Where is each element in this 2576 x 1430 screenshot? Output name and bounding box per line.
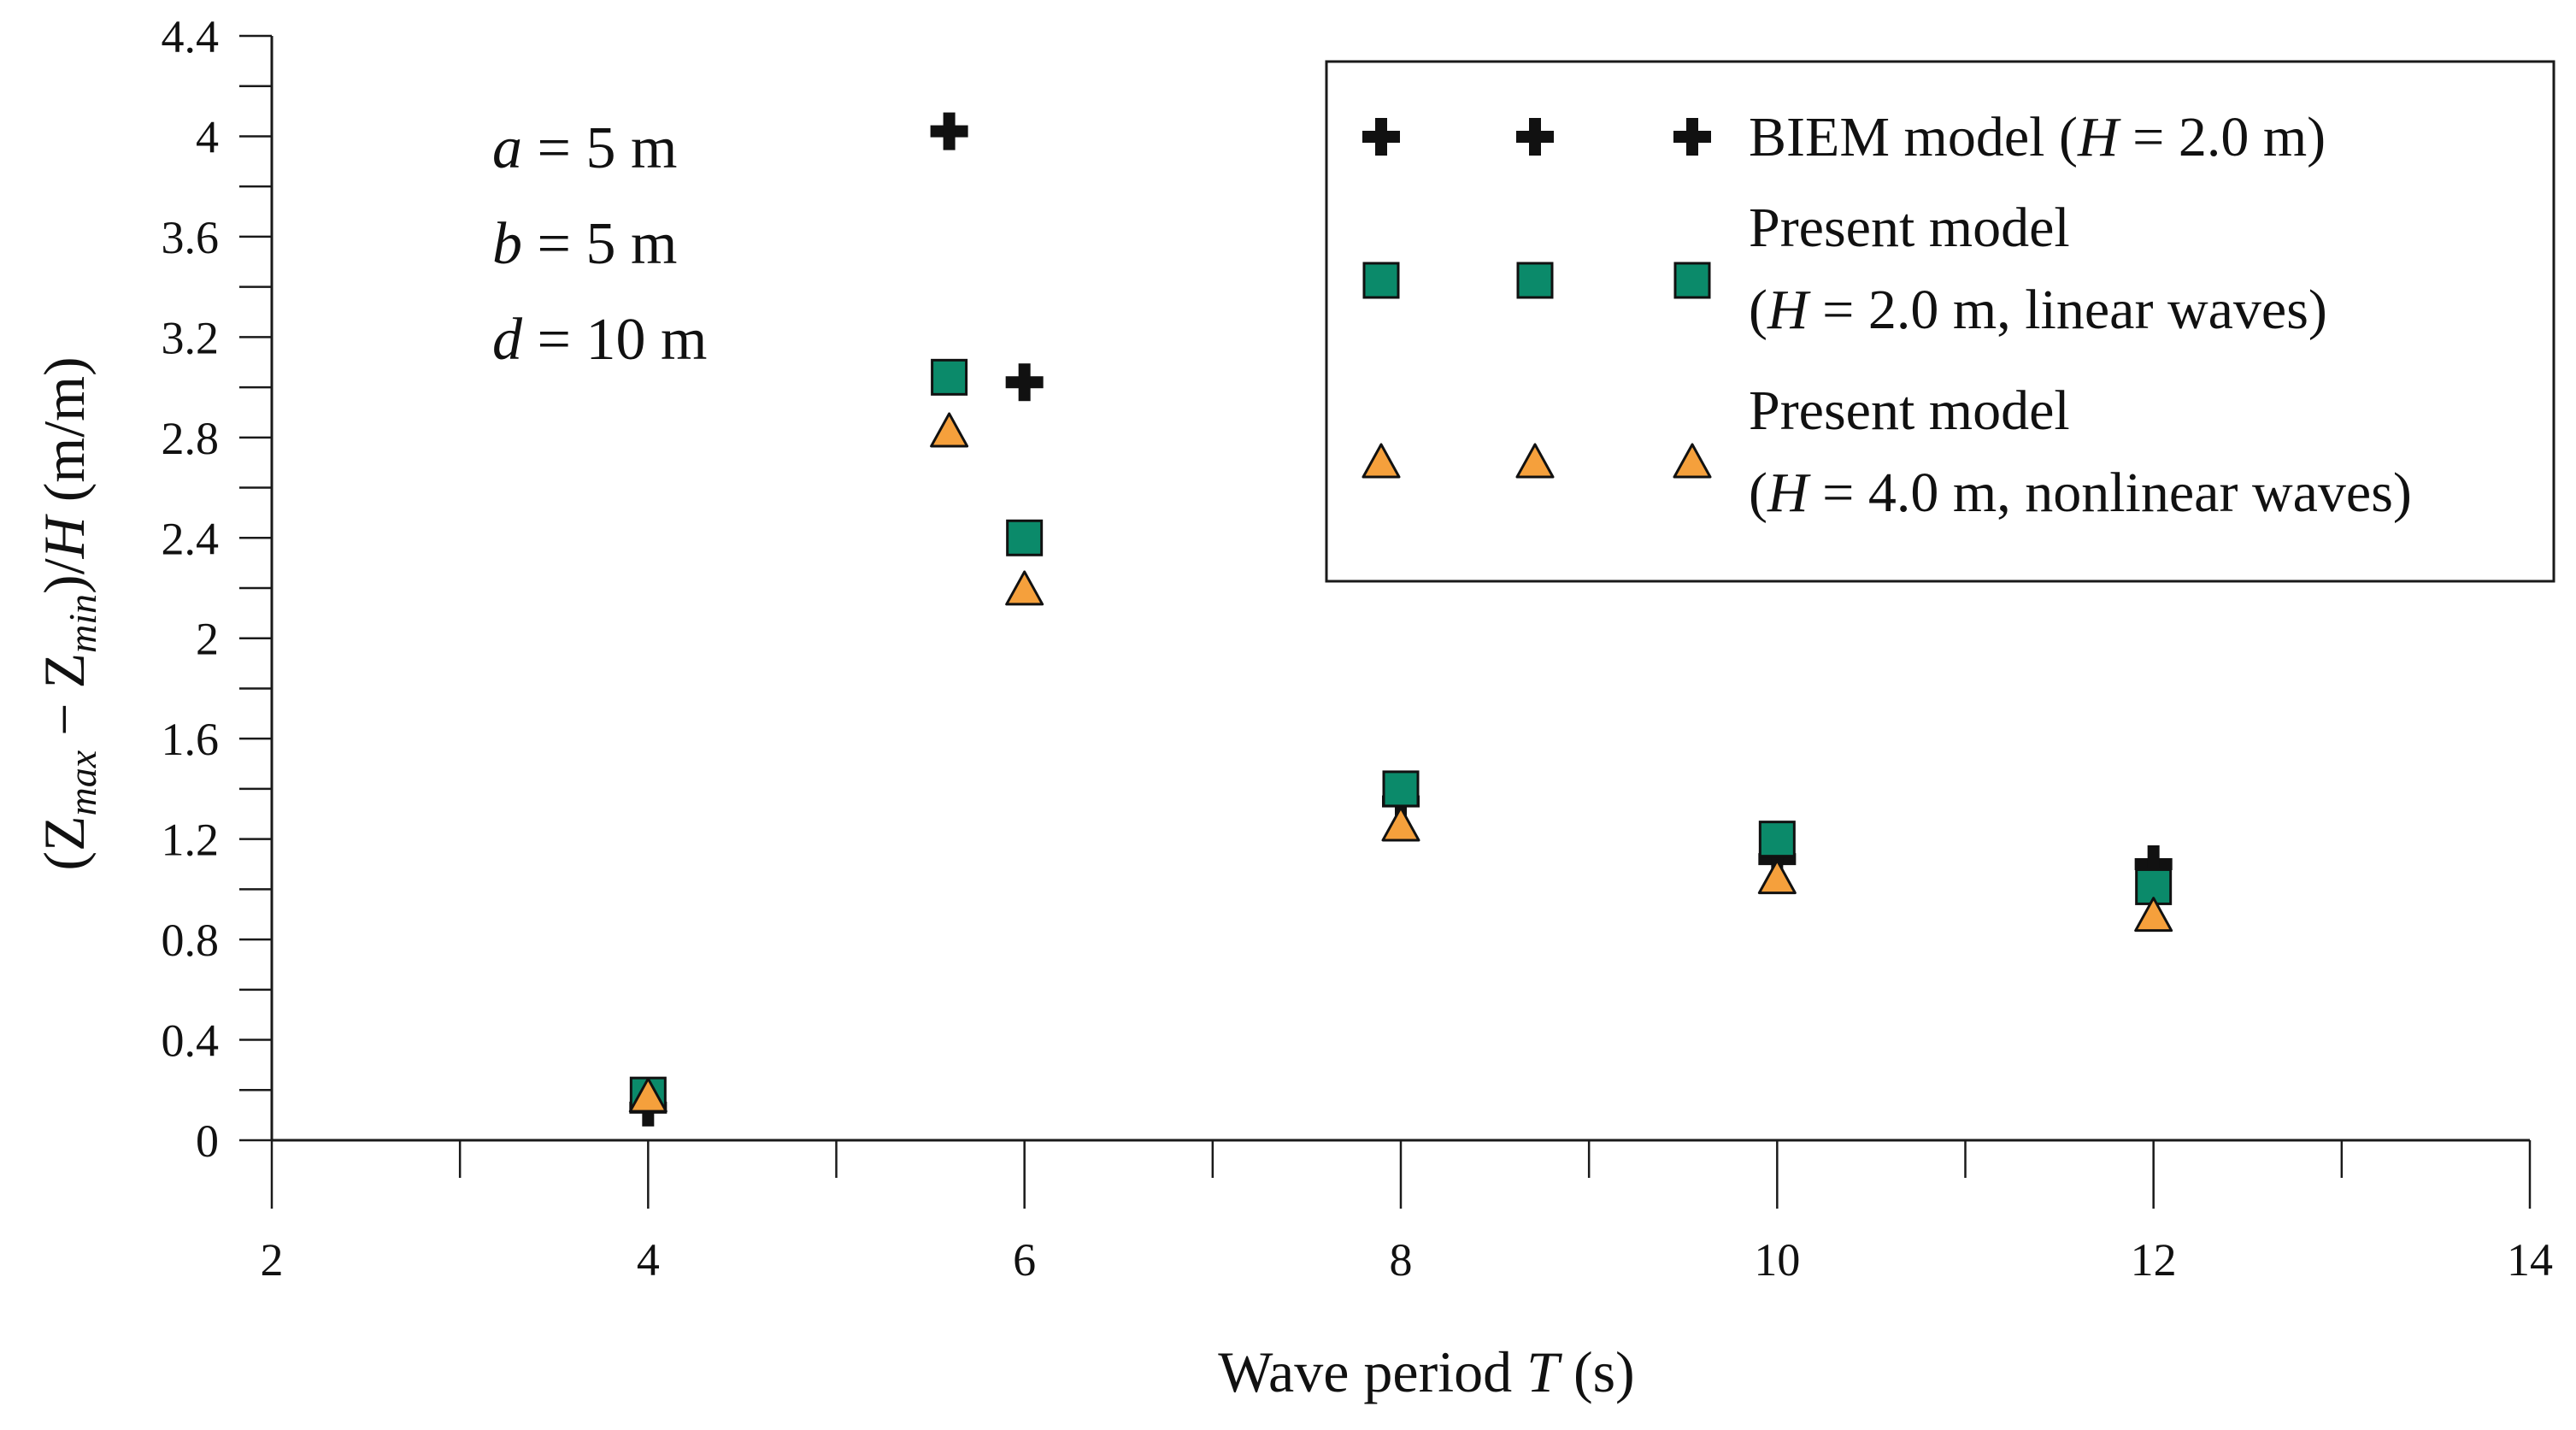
x-axis-title: Wave period T (s)	[1218, 1339, 1634, 1404]
legend-marker-square	[1516, 262, 1554, 299]
x-tick-label: 10	[1754, 1234, 1800, 1286]
y-tick-label: 1.6	[162, 714, 220, 765]
point-triangle	[1757, 859, 1797, 895]
point-square	[1758, 821, 1796, 858]
legend-label-part: Present model	[1749, 380, 2070, 442]
marks-layer	[628, 112, 2173, 1127]
param-var: d	[492, 307, 523, 373]
legend-marker-plus-v	[1529, 118, 1541, 156]
legend-marker-plus-v	[1686, 118, 1698, 156]
legend-label: Present model	[1749, 380, 2070, 442]
point-square	[1006, 519, 1044, 556]
param-value: = 10 m	[522, 307, 707, 373]
axes-layer: 0 0.4 0.8 1.2 1.6 2 2.4 2.8 3.2 3.6 4 4.4 2 4 6 8 10 12 14…	[32, 11, 2553, 1404]
param-var: b	[492, 211, 522, 277]
legend-label: Present model	[1749, 197, 2070, 259]
y-axis-title-sub: min	[61, 594, 104, 653]
legend-marker-plus-v	[1375, 118, 1387, 156]
legend-label: (H = 2.0 m, linear waves)	[1749, 279, 2327, 341]
legend-label-part: (	[1749, 462, 1767, 524]
legend-marker-triangle	[1673, 443, 1712, 479]
param-value: = 5 m	[522, 115, 677, 181]
y-axis-title-var: H	[32, 513, 97, 559]
param-d: d = 10 m	[492, 307, 707, 373]
legend-label-part: (	[1749, 279, 1767, 341]
y-tick-label: 0.4	[162, 1015, 220, 1067]
x-tick-label: 2	[261, 1234, 284, 1286]
point-triangle	[930, 412, 969, 448]
legend-entry-plus: BIEM model (H = 2.0 m)	[1362, 106, 2326, 168]
legend-label: (H = 4.0 m, nonlinear waves)	[1749, 462, 2412, 524]
legend-label: BIEM model (H = 2.0 m)	[1749, 106, 2326, 168]
point-plus	[1005, 363, 1044, 402]
param-var: a	[492, 115, 522, 181]
legend-marker-plus	[1673, 118, 1711, 156]
param-value: = 5 m	[522, 211, 677, 277]
point-triangle	[2134, 897, 2173, 933]
point-square	[1382, 770, 1420, 808]
legend-label-part: BIEM model (	[1749, 106, 2078, 168]
point-plus-v	[1018, 363, 1031, 402]
x-tick-label: 14	[2507, 1234, 2553, 1286]
x-tick-label: 4	[637, 1234, 660, 1286]
point-square	[931, 358, 968, 396]
param-b: b = 5 m	[492, 211, 677, 277]
legend: BIEM model (H = 2.0 m)Present model(H = …	[1325, 60, 2555, 583]
y-tick-label: 2.4	[162, 513, 220, 564]
legend-marker-triangle	[1515, 443, 1555, 479]
x-axis-title-part: (s)	[1559, 1339, 1635, 1404]
series-triangle	[628, 412, 2173, 1113]
y-axis-title: (Zmax − Zmin)/H (m/m)	[32, 356, 104, 870]
y-tick-label: 4	[196, 111, 219, 162]
x-axis-title-part: Wave period	[1218, 1339, 1526, 1404]
legend-label-part: H	[1767, 462, 1811, 524]
y-tick-label: 3.2	[162, 312, 220, 363]
legend-label-part: = 2.0 m)	[2119, 106, 2326, 168]
annotation-layer: a = 5 mb = 5 md = 10 m	[492, 115, 707, 373]
point-triangle	[1005, 570, 1044, 606]
y-axis-title-part: (Z	[32, 815, 97, 870]
point-plus-v	[943, 112, 956, 150]
point-triangle	[628, 1077, 668, 1113]
y-axis-title-sub: max	[61, 750, 104, 815]
x-tick-label: 8	[1390, 1234, 1413, 1286]
y-tick-label: 2.8	[162, 413, 220, 464]
y-tick-label: 0.8	[162, 915, 220, 966]
legend-marker-square	[1362, 262, 1400, 299]
y-tick-label: 0	[196, 1115, 219, 1167]
y-axis-title-part: )/	[32, 558, 97, 594]
legend-marker-plus	[1362, 118, 1400, 156]
legend-label-part: = 2.0 m, linear waves)	[1808, 279, 2327, 341]
y-axis-title-part: − Z	[32, 653, 97, 750]
param-a: a = 5 m	[492, 115, 677, 181]
y-tick-label: 4.4	[162, 11, 220, 62]
point-triangle	[1381, 806, 1420, 842]
legend-entry-triangle: Present model (H = 4.0 m, nonlinear waves…	[1362, 380, 2412, 524]
x-tick-label: 12	[2131, 1234, 2177, 1286]
legend-label-part: = 4.0 m, nonlinear waves)	[1808, 462, 2412, 524]
point-plus	[930, 112, 968, 150]
x-axis-title-var: T	[1526, 1339, 1562, 1404]
legend-marker-square	[1673, 262, 1711, 299]
y-tick-label: 2	[196, 614, 219, 665]
y-axis-title-part: (m/m)	[32, 356, 97, 516]
y-tick-label: 3.6	[162, 212, 220, 263]
x-tick-label: 6	[1013, 1234, 1036, 1286]
legend-label-part: Present model	[1749, 197, 2070, 259]
legend-entry-square: Present model (H = 2.0 m, linear waves)	[1362, 197, 2327, 341]
legend-marker-plus	[1516, 118, 1554, 156]
legend-label-part: H	[2077, 106, 2121, 168]
legend-marker-triangle	[1362, 443, 1401, 479]
y-tick-label: 1.2	[162, 815, 220, 866]
legend-label-part: H	[1767, 279, 1811, 341]
